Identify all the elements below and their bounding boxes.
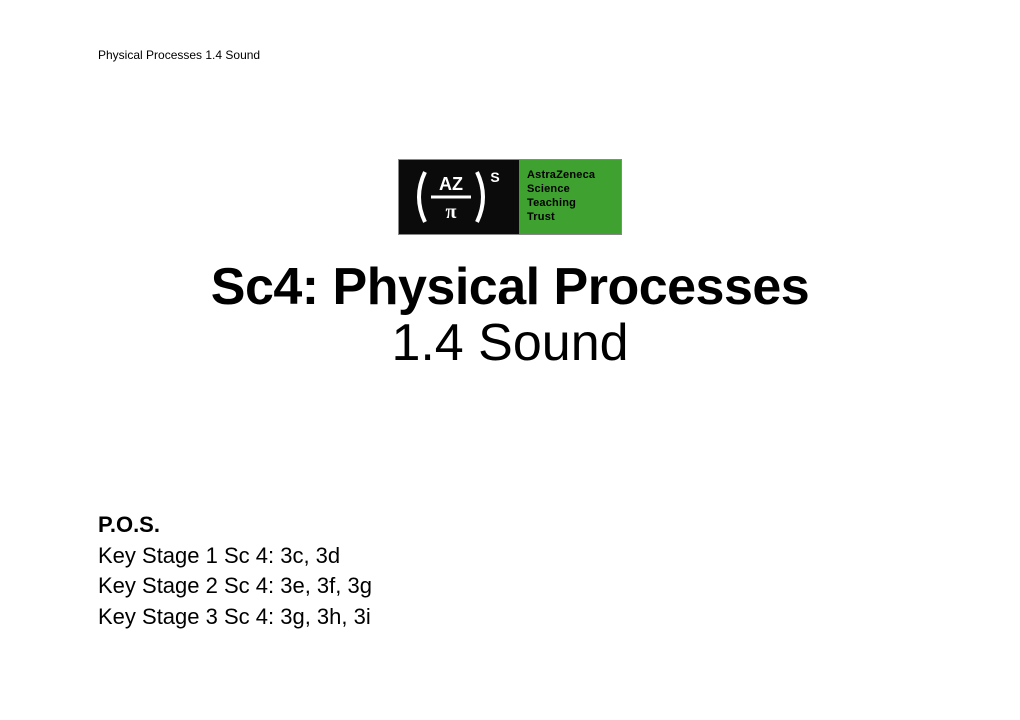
logo-container: AZ π S AstraZeneca Science Teaching Trus… (98, 160, 922, 234)
document-page: Physical Processes 1.4 Sound AZ π S (0, 0, 1020, 720)
title-block: Sc4: Physical Processes 1.4 Sound (98, 260, 922, 372)
pos-line: Key Stage 3 Sc 4: 3g, 3h, 3i (98, 602, 922, 633)
pos-line: Key Stage 2 Sc 4: 3e, 3f, 3g (98, 571, 922, 602)
pos-heading: P.O.S. (98, 510, 922, 541)
formula-icon: AZ π S (399, 160, 519, 234)
page-title: Sc4: Physical Processes (98, 260, 922, 315)
logo-text-line: Trust (527, 210, 615, 224)
page-subtitle: 1.4 Sound (98, 315, 922, 372)
logo-text-panel: AstraZeneca Science Teaching Trust (519, 160, 621, 234)
running-head: Physical Processes 1.4 Sound (98, 48, 922, 62)
pos-line: Key Stage 1 Sc 4: 3c, 3d (98, 541, 922, 572)
svg-text:S: S (490, 169, 499, 185)
svg-text:π: π (446, 201, 457, 223)
logo-text-line: Science (527, 182, 615, 196)
logo-formula-panel: AZ π S (399, 160, 519, 234)
logo-text-line: AstraZeneca (527, 168, 615, 182)
logo-text-line: Teaching (527, 196, 615, 210)
pos-section: P.O.S. Key Stage 1 Sc 4: 3c, 3d Key Stag… (98, 510, 922, 633)
astrazeneca-logo: AZ π S AstraZeneca Science Teaching Trus… (399, 160, 621, 234)
svg-text:AZ: AZ (439, 174, 463, 194)
